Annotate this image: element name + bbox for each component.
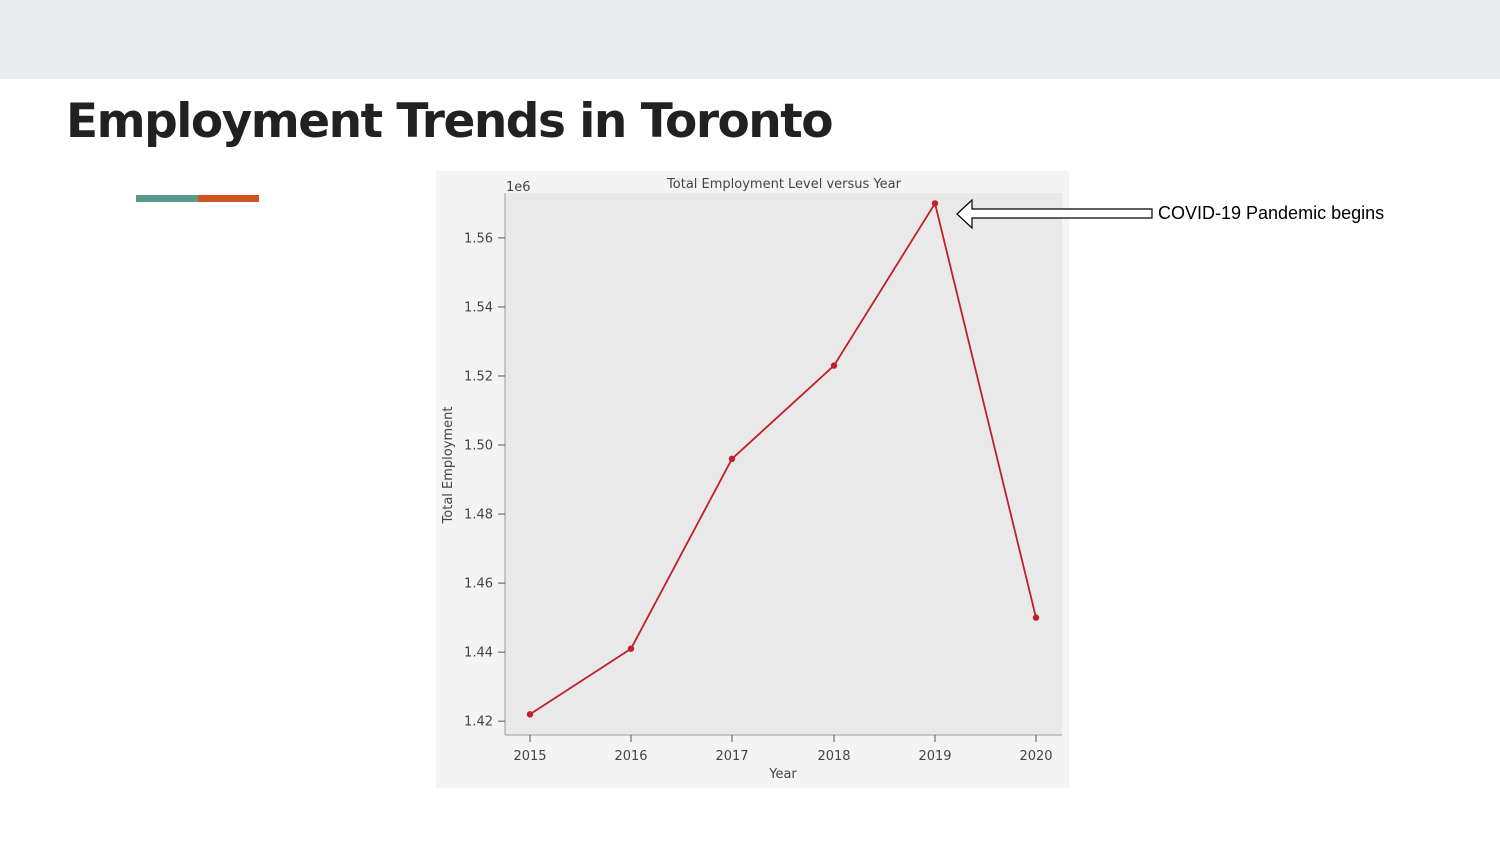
top-band bbox=[0, 0, 1500, 79]
accent-bar-orange bbox=[198, 195, 259, 202]
ticks-layer: 1.42 1.44 1.46 1.48 1.50 1.52 1.54 1.56 2015 2016… bbox=[464, 231, 1053, 764]
series-layer bbox=[526, 200, 1040, 718]
plot-area bbox=[505, 193, 1062, 735]
y-tick-label: 1.54 bbox=[464, 300, 493, 315]
x-tick-label: 2018 bbox=[817, 749, 850, 764]
y-tick-label: 1.44 bbox=[464, 646, 493, 661]
y-tick-label: 1.42 bbox=[464, 715, 493, 730]
accent-bar-teal bbox=[136, 195, 198, 202]
employment-chart: Total Employment Level versus Year 1e6 Y… bbox=[436, 171, 1069, 788]
x-tick-label: 2020 bbox=[1019, 749, 1052, 764]
y-offset-label: 1e6 bbox=[506, 180, 531, 195]
y-tick-label: 1.52 bbox=[464, 369, 493, 384]
chart-title: Total Employment Level versus Year bbox=[666, 177, 902, 192]
series-line bbox=[529, 201, 1037, 716]
y-tick-label: 1.48 bbox=[464, 508, 493, 523]
data-point bbox=[1032, 614, 1040, 621]
y-tick-label: 1.50 bbox=[464, 439, 493, 454]
y-tick-label: 1.46 bbox=[464, 577, 493, 592]
slide-title: Employment Trends in Toronto bbox=[66, 94, 834, 149]
data-point bbox=[931, 200, 939, 207]
annotation-text: COVID-19 Pandemic begins bbox=[1158, 203, 1385, 223]
x-tick-label: 2019 bbox=[918, 749, 951, 764]
x-tick-label: 2015 bbox=[513, 749, 546, 764]
data-point bbox=[830, 362, 838, 369]
data-point bbox=[728, 455, 736, 462]
data-point bbox=[526, 711, 534, 718]
left-arrow-icon bbox=[956, 198, 1153, 230]
data-point bbox=[627, 645, 635, 652]
y-tick-label: 1.56 bbox=[464, 231, 493, 246]
y-axis-label: Total Employment bbox=[441, 407, 456, 525]
x-tick-label: 2016 bbox=[614, 749, 647, 764]
x-axis-label: Year bbox=[768, 767, 797, 782]
chart-svg: Total Employment Level versus Year 1e6 Y… bbox=[436, 171, 1069, 788]
x-tick-label: 2017 bbox=[715, 749, 748, 764]
